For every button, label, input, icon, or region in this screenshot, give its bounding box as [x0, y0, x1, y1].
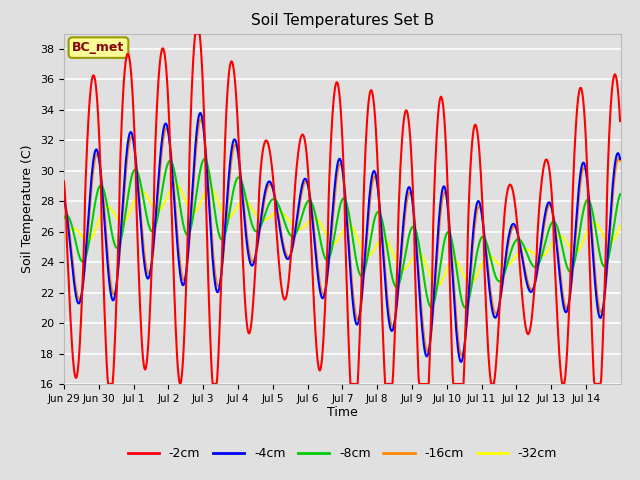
Legend: -2cm, -4cm, -8cm, -16cm, -32cm: -2cm, -4cm, -8cm, -16cm, -32cm: [123, 443, 562, 465]
X-axis label: Time: Time: [327, 407, 358, 420]
Title: Soil Temperatures Set B: Soil Temperatures Set B: [251, 13, 434, 28]
Y-axis label: Soil Temperature (C): Soil Temperature (C): [22, 144, 35, 273]
Text: BC_met: BC_met: [72, 41, 125, 54]
